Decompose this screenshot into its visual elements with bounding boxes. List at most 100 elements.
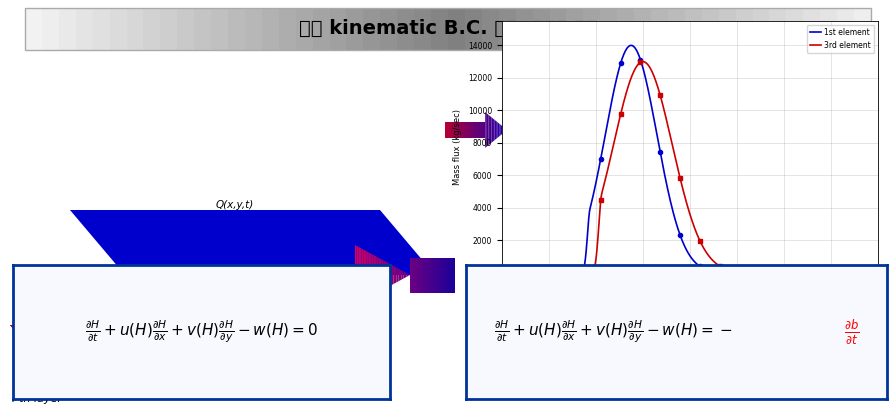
Polygon shape bbox=[503, 126, 504, 134]
Bar bbox=[414, 8, 431, 50]
Bar bbox=[330, 8, 347, 50]
Polygon shape bbox=[482, 122, 484, 138]
Polygon shape bbox=[366, 251, 368, 299]
Polygon shape bbox=[490, 116, 492, 144]
Bar bbox=[194, 8, 211, 50]
Bar bbox=[736, 8, 753, 50]
Polygon shape bbox=[385, 261, 387, 289]
Polygon shape bbox=[175, 366, 228, 388]
Polygon shape bbox=[447, 257, 448, 292]
Bar bbox=[854, 8, 871, 50]
Polygon shape bbox=[405, 272, 407, 278]
Polygon shape bbox=[463, 122, 465, 138]
Polygon shape bbox=[459, 122, 461, 138]
Polygon shape bbox=[442, 257, 444, 292]
Bar bbox=[583, 8, 600, 50]
Polygon shape bbox=[436, 257, 438, 292]
Polygon shape bbox=[399, 269, 400, 281]
Bar bbox=[245, 8, 262, 50]
Text: (i-1)-th layer: (i-1)-th layer bbox=[12, 287, 82, 297]
Polygon shape bbox=[479, 122, 480, 138]
Bar bbox=[42, 8, 59, 50]
Bar bbox=[160, 8, 177, 50]
Polygon shape bbox=[475, 122, 476, 138]
Polygon shape bbox=[432, 257, 434, 292]
Polygon shape bbox=[470, 122, 471, 138]
Polygon shape bbox=[70, 210, 435, 275]
Bar bbox=[787, 8, 804, 50]
Bar bbox=[600, 8, 617, 50]
Polygon shape bbox=[504, 127, 505, 133]
Polygon shape bbox=[418, 257, 420, 292]
Text: 수정 kinematic B.C. 적용, 생성항 수정: 수정 kinematic B.C. 적용, 생성항 수정 bbox=[298, 18, 598, 37]
Bar bbox=[804, 8, 820, 50]
Polygon shape bbox=[392, 265, 393, 285]
Polygon shape bbox=[450, 257, 452, 292]
Polygon shape bbox=[501, 125, 503, 135]
Polygon shape bbox=[388, 263, 390, 287]
Bar bbox=[296, 8, 313, 50]
Bar bbox=[820, 8, 837, 50]
Polygon shape bbox=[430, 257, 432, 292]
Polygon shape bbox=[395, 267, 397, 283]
Polygon shape bbox=[423, 257, 425, 292]
Polygon shape bbox=[493, 118, 495, 142]
Polygon shape bbox=[478, 122, 479, 138]
Polygon shape bbox=[452, 257, 453, 292]
Polygon shape bbox=[480, 122, 482, 138]
Polygon shape bbox=[471, 122, 473, 138]
Polygon shape bbox=[461, 122, 462, 138]
Polygon shape bbox=[487, 113, 488, 147]
Polygon shape bbox=[457, 122, 459, 138]
Polygon shape bbox=[403, 271, 405, 278]
Polygon shape bbox=[438, 257, 440, 292]
Bar bbox=[380, 8, 397, 50]
Polygon shape bbox=[409, 274, 410, 276]
Polygon shape bbox=[387, 262, 388, 288]
Polygon shape bbox=[434, 257, 435, 292]
Polygon shape bbox=[362, 249, 364, 302]
Polygon shape bbox=[370, 253, 372, 297]
Bar bbox=[76, 8, 92, 50]
Bar bbox=[364, 8, 380, 50]
Bar bbox=[651, 8, 668, 50]
Bar bbox=[59, 8, 76, 50]
Text: Provide discharge
for lower layer analysis: Provide discharge for lower layer analys… bbox=[95, 272, 233, 295]
Polygon shape bbox=[462, 122, 463, 138]
Bar bbox=[516, 8, 532, 50]
Polygon shape bbox=[469, 122, 470, 138]
Polygon shape bbox=[495, 120, 496, 140]
Text: Q(x,y,t): Q(x,y,t) bbox=[216, 200, 254, 210]
Bar bbox=[668, 8, 685, 50]
Polygon shape bbox=[407, 273, 409, 277]
Polygon shape bbox=[383, 260, 385, 289]
Polygon shape bbox=[374, 255, 375, 295]
Bar bbox=[109, 8, 126, 50]
Polygon shape bbox=[364, 249, 365, 300]
Bar bbox=[313, 8, 330, 50]
Bar bbox=[228, 8, 245, 50]
Bar bbox=[566, 8, 583, 50]
Bar bbox=[617, 8, 634, 50]
Bar bbox=[92, 8, 109, 50]
Polygon shape bbox=[454, 122, 456, 138]
Polygon shape bbox=[357, 246, 358, 304]
Polygon shape bbox=[411, 257, 413, 292]
Polygon shape bbox=[425, 257, 426, 292]
Polygon shape bbox=[390, 264, 392, 286]
Polygon shape bbox=[428, 257, 430, 292]
Polygon shape bbox=[467, 122, 469, 138]
Polygon shape bbox=[358, 247, 360, 303]
X-axis label: t (sec.): t (sec.) bbox=[676, 297, 704, 306]
Polygon shape bbox=[445, 257, 447, 292]
Bar bbox=[499, 8, 516, 50]
Polygon shape bbox=[417, 257, 418, 292]
Polygon shape bbox=[435, 257, 436, 292]
Bar bbox=[262, 8, 279, 50]
Text: $\frac{\partial b}{\partial t}$: $\frac{\partial b}{\partial t}$ bbox=[843, 318, 859, 346]
Bar bbox=[770, 8, 787, 50]
Bar bbox=[532, 8, 549, 50]
Polygon shape bbox=[355, 245, 357, 305]
Bar bbox=[397, 8, 414, 50]
Bar bbox=[702, 8, 719, 50]
